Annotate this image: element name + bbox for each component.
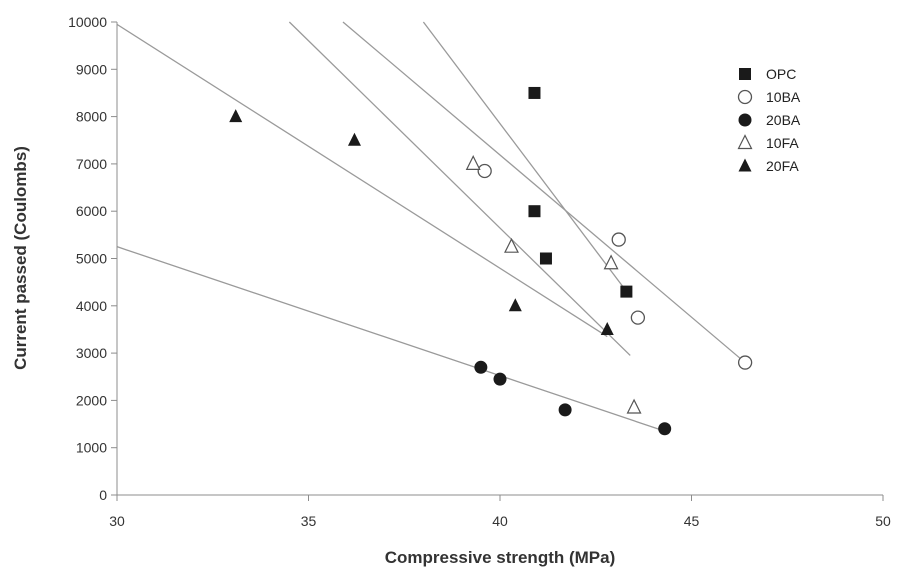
point-10ba [630,310,646,325]
y-tick-label: 5000 [76,251,107,267]
trendline-10ba [342,21,746,364]
legend-marker-opc [739,68,751,80]
legend-marker-20fa [738,158,752,172]
point-20ba [474,360,488,374]
legend-marker-10fa [737,134,753,150]
point-20ba [658,422,672,436]
trendline-10fa [288,21,631,356]
legend: OPC 10BA 20BA 10FA 20FA [737,66,801,174]
y-tick-label: 10000 [68,14,107,30]
point-10ba [737,355,753,370]
trendlines [116,21,746,432]
point-10ba [611,232,626,247]
point-opc [620,285,633,298]
y-tick-label: 3000 [76,345,107,361]
x-tick-label: 40 [492,513,508,529]
legend-marker-20ba [738,113,752,127]
y-tick-label: 7000 [76,156,107,172]
axes: 0 1000 2000 3000 4000 5000 6000 7000 8000 9000 100… [68,14,891,529]
legend-label-opc: OPC [766,66,796,82]
point-opc [528,205,541,218]
point-20fa [347,132,361,146]
point-10fa [603,254,619,270]
point-opc [539,252,552,265]
x-tick-label: 45 [684,513,700,529]
y-tick-label: 4000 [76,298,107,314]
legend-label-10fa: 10FA [766,135,799,151]
x-axis-title: Compressive strength (MPa) [385,548,616,567]
legend-label-10ba: 10BA [766,89,801,105]
point-10ba [477,163,492,179]
point-20fa [600,321,614,335]
y-tick-label: 8000 [76,109,107,125]
point-opc [528,86,541,99]
point-20fa [508,298,522,312]
point-20fa [229,109,243,123]
legend-label-20fa: 20FA [766,158,799,174]
data-markers [229,86,753,436]
y-tick-label: 9000 [76,61,107,77]
point-10fa [504,237,519,253]
y-tick-label: 2000 [76,392,107,408]
point-10fa [465,155,481,170]
trendline-opc [422,21,631,297]
y-axis-title: Current passed (Coulombs) [11,146,30,370]
point-20ba [493,372,507,386]
legend-marker-10ba [737,89,753,105]
point-10fa [626,398,642,414]
y-tick-label: 1000 [76,440,107,456]
x-tick-label: 30 [109,513,125,529]
trendline-20ba [116,246,665,432]
x-tick-label: 35 [301,513,317,529]
x-tick-label: 50 [875,513,891,529]
y-tick-label: 6000 [76,203,107,219]
point-20ba [558,403,572,417]
trendline-20fa [116,23,608,338]
y-tick-label: 0 [99,487,107,503]
legend-label-20ba: 20BA [766,112,801,128]
